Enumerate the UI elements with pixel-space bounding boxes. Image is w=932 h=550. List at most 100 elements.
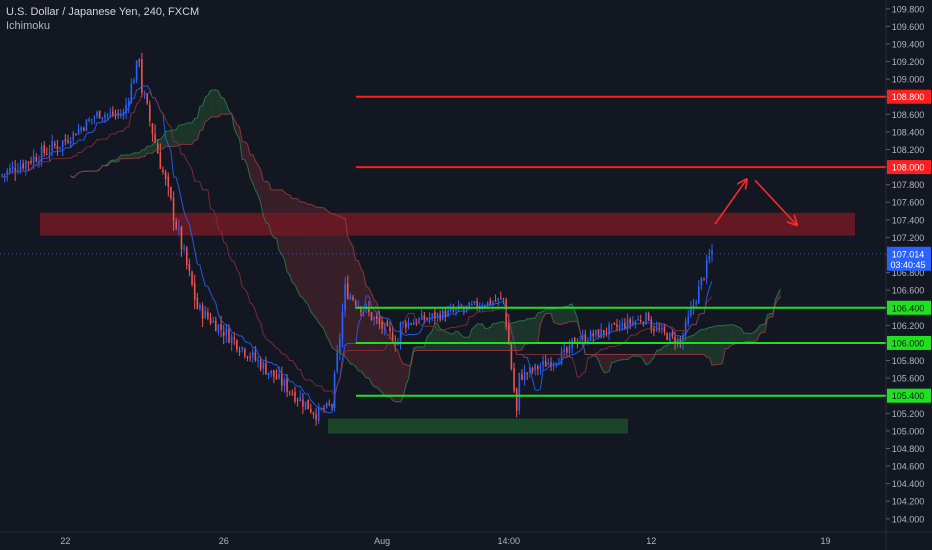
- candle-body[interactable]: [621, 322, 624, 327]
- candle-body[interactable]: [251, 351, 254, 357]
- candle-body[interactable]: [112, 111, 114, 115]
- candle-body[interactable]: [267, 372, 270, 376]
- candle-body[interactable]: [579, 341, 581, 343]
- candle-body[interactable]: [283, 379, 286, 386]
- candle-body[interactable]: [452, 309, 455, 311]
- candle-body[interactable]: [222, 331, 225, 336]
- candle-body[interactable]: [238, 350, 241, 352]
- candle-body[interactable]: [101, 117, 104, 119]
- candle-body[interactable]: [175, 221, 177, 229]
- candle-body[interactable]: [494, 300, 497, 302]
- candle-body[interactable]: [56, 145, 59, 150]
- candle-body[interactable]: [655, 327, 658, 331]
- candle-body[interactable]: [465, 305, 468, 308]
- candle-body[interactable]: [156, 143, 159, 154]
- candle-body[interactable]: [109, 112, 112, 115]
- candle-body[interactable]: [711, 249, 713, 255]
- candle-body[interactable]: [193, 282, 196, 300]
- candle-body[interactable]: [502, 298, 505, 300]
- candle-body[interactable]: [668, 333, 671, 342]
- candle-body[interactable]: [183, 247, 185, 249]
- candle-body[interactable]: [167, 176, 170, 187]
- candle-body[interactable]: [592, 333, 595, 336]
- candle-body[interactable]: [61, 140, 64, 148]
- candle-body[interactable]: [230, 336, 233, 344]
- candles-layer[interactable]: [1, 52, 713, 426]
- candle-body[interactable]: [341, 311, 344, 340]
- candle-body[interactable]: [529, 367, 531, 373]
- candle-body[interactable]: [170, 187, 172, 199]
- candle-body[interactable]: [249, 356, 251, 358]
- candle-body[interactable]: [133, 80, 135, 84]
- candle-body[interactable]: [391, 332, 394, 343]
- candle-body[interactable]: [43, 145, 46, 153]
- candle-body[interactable]: [671, 332, 674, 336]
- candle-body[interactable]: [265, 362, 267, 375]
- candle-body[interactable]: [539, 366, 542, 369]
- candle-body[interactable]: [589, 331, 592, 341]
- candle-body[interactable]: [323, 407, 325, 409]
- candle-body[interactable]: [278, 373, 280, 378]
- candle-body[interactable]: [286, 378, 288, 393]
- candle-body[interactable]: [88, 119, 90, 122]
- candle-body[interactable]: [560, 351, 563, 365]
- projection-arrows[interactable]: [714, 179, 796, 224]
- candle-body[interactable]: [600, 329, 602, 338]
- candle-body[interactable]: [370, 312, 373, 320]
- candle-body[interactable]: [291, 393, 294, 395]
- candle-body[interactable]: [426, 318, 428, 320]
- candle-body[interactable]: [410, 323, 412, 325]
- candle-body[interactable]: [439, 314, 441, 320]
- candle-body[interactable]: [320, 408, 323, 410]
- candle-body[interactable]: [241, 347, 243, 350]
- candle-body[interactable]: [262, 362, 265, 369]
- candle-body[interactable]: [471, 303, 473, 305]
- candle-body[interactable]: [373, 317, 375, 320]
- candle-body[interactable]: [602, 329, 605, 334]
- candle-body[interactable]: [127, 101, 130, 106]
- candle-body[interactable]: [207, 311, 209, 318]
- candle-body[interactable]: [587, 340, 589, 342]
- candle-body[interactable]: [613, 322, 616, 324]
- candle-body[interactable]: [3, 173, 6, 175]
- candle-body[interactable]: [674, 336, 676, 344]
- candle-body[interactable]: [531, 368, 534, 371]
- candle-body[interactable]: [595, 329, 597, 335]
- candle-body[interactable]: [135, 60, 138, 81]
- candle-body[interactable]: [526, 372, 529, 374]
- candle-body[interactable]: [344, 284, 346, 311]
- candle-body[interactable]: [507, 324, 510, 345]
- arrow-down[interactable]: [754, 179, 796, 224]
- candle-body[interactable]: [608, 324, 610, 335]
- candle-body[interactable]: [510, 344, 513, 370]
- candle-body[interactable]: [661, 327, 663, 331]
- candle-body[interactable]: [434, 312, 436, 319]
- candle-body[interactable]: [325, 403, 328, 408]
- candle-body[interactable]: [436, 313, 439, 318]
- candle-body[interactable]: [376, 315, 378, 320]
- candle-body[interactable]: [497, 298, 499, 301]
- candle-body[interactable]: [69, 141, 72, 144]
- candle-body[interactable]: [236, 340, 238, 350]
- candle-body[interactable]: [584, 334, 587, 342]
- candle-body[interactable]: [705, 259, 708, 279]
- candle-body[interactable]: [626, 319, 629, 330]
- candle-body[interactable]: [225, 328, 228, 335]
- candle-body[interactable]: [246, 356, 249, 358]
- candle-body[interactable]: [637, 319, 639, 321]
- candle-body[interactable]: [418, 318, 420, 323]
- candle-body[interactable]: [634, 321, 637, 324]
- candle-body[interactable]: [489, 300, 492, 305]
- candle-body[interactable]: [352, 296, 354, 300]
- candle-body[interactable]: [80, 127, 82, 131]
- candle-body[interactable]: [209, 317, 212, 324]
- candle-body[interactable]: [149, 104, 151, 121]
- candle-body[interactable]: [9, 167, 11, 173]
- candle-body[interactable]: [46, 154, 48, 156]
- candle-body[interactable]: [547, 362, 550, 366]
- candle-body[interactable]: [444, 310, 447, 318]
- candle-body[interactable]: [254, 352, 257, 360]
- candle-body[interactable]: [257, 360, 259, 362]
